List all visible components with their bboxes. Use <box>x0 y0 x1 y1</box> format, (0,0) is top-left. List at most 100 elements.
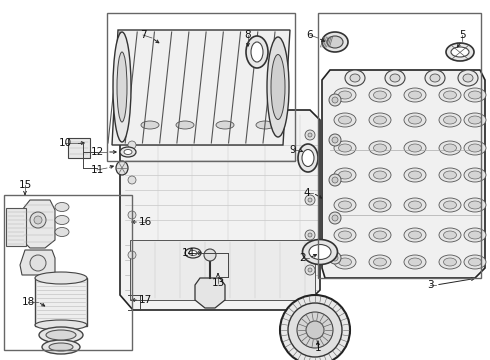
Ellipse shape <box>443 91 457 99</box>
Ellipse shape <box>464 228 486 242</box>
Ellipse shape <box>176 121 194 129</box>
Circle shape <box>288 303 342 357</box>
Ellipse shape <box>124 149 132 154</box>
Polygon shape <box>195 278 225 308</box>
Text: 4: 4 <box>304 188 310 198</box>
Ellipse shape <box>216 121 234 129</box>
Ellipse shape <box>373 231 387 239</box>
Circle shape <box>308 198 312 202</box>
Ellipse shape <box>409 231 421 239</box>
Circle shape <box>204 249 216 261</box>
Ellipse shape <box>35 272 87 284</box>
Ellipse shape <box>42 340 80 354</box>
Ellipse shape <box>339 171 351 179</box>
Polygon shape <box>22 200 55 248</box>
Circle shape <box>332 137 338 143</box>
Ellipse shape <box>443 116 457 124</box>
Ellipse shape <box>369 168 391 182</box>
Ellipse shape <box>369 255 391 269</box>
Ellipse shape <box>271 54 285 120</box>
Ellipse shape <box>468 201 482 209</box>
Text: 17: 17 <box>138 295 151 305</box>
Circle shape <box>306 321 324 339</box>
Ellipse shape <box>464 113 486 127</box>
Circle shape <box>305 130 315 140</box>
Ellipse shape <box>369 141 391 155</box>
Circle shape <box>308 233 312 237</box>
Ellipse shape <box>46 330 76 340</box>
Ellipse shape <box>404 113 426 127</box>
Ellipse shape <box>339 91 351 99</box>
Circle shape <box>308 268 312 272</box>
Ellipse shape <box>185 248 201 258</box>
Circle shape <box>128 141 136 149</box>
Ellipse shape <box>468 144 482 152</box>
Ellipse shape <box>55 228 69 237</box>
Circle shape <box>305 160 315 170</box>
Ellipse shape <box>339 258 351 266</box>
Ellipse shape <box>117 52 127 122</box>
Ellipse shape <box>439 88 461 102</box>
Ellipse shape <box>309 244 331 260</box>
Ellipse shape <box>55 216 69 225</box>
Ellipse shape <box>446 43 474 61</box>
Ellipse shape <box>458 70 478 86</box>
Circle shape <box>329 252 341 264</box>
Ellipse shape <box>49 343 73 351</box>
Ellipse shape <box>463 74 473 82</box>
Bar <box>68 138 90 158</box>
Ellipse shape <box>464 168 486 182</box>
Circle shape <box>128 251 136 259</box>
Bar <box>35 278 87 326</box>
Text: 10: 10 <box>58 138 72 148</box>
Ellipse shape <box>256 121 274 129</box>
Circle shape <box>297 312 333 348</box>
Bar <box>130 240 315 300</box>
Ellipse shape <box>350 74 360 82</box>
Ellipse shape <box>409 171 421 179</box>
Circle shape <box>30 255 46 271</box>
Circle shape <box>128 176 136 184</box>
Circle shape <box>30 212 46 228</box>
Ellipse shape <box>373 91 387 99</box>
Ellipse shape <box>334 228 356 242</box>
Text: 7: 7 <box>140 30 147 40</box>
Ellipse shape <box>464 88 486 102</box>
Ellipse shape <box>439 168 461 182</box>
Ellipse shape <box>409 258 421 266</box>
Ellipse shape <box>373 144 387 152</box>
Ellipse shape <box>451 47 469 57</box>
Text: 13: 13 <box>211 278 224 288</box>
Circle shape <box>34 216 42 224</box>
Ellipse shape <box>439 113 461 127</box>
Ellipse shape <box>439 228 461 242</box>
Ellipse shape <box>267 37 289 137</box>
Ellipse shape <box>464 255 486 269</box>
Polygon shape <box>112 30 290 145</box>
Circle shape <box>305 265 315 275</box>
Ellipse shape <box>404 141 426 155</box>
Ellipse shape <box>409 201 421 209</box>
Ellipse shape <box>246 36 268 68</box>
Text: 9: 9 <box>290 145 296 155</box>
Ellipse shape <box>39 327 83 343</box>
Ellipse shape <box>171 118 199 132</box>
Ellipse shape <box>35 320 87 330</box>
Text: 6: 6 <box>307 30 313 40</box>
Ellipse shape <box>334 198 356 212</box>
Ellipse shape <box>322 32 348 52</box>
Text: 1: 1 <box>315 343 321 353</box>
Ellipse shape <box>385 70 405 86</box>
Text: 11: 11 <box>90 165 103 175</box>
Bar <box>107 13 295 161</box>
Ellipse shape <box>443 231 457 239</box>
Ellipse shape <box>464 198 486 212</box>
Text: 15: 15 <box>19 180 32 190</box>
Ellipse shape <box>302 239 338 265</box>
Ellipse shape <box>468 171 482 179</box>
Ellipse shape <box>211 118 239 132</box>
Ellipse shape <box>373 116 387 124</box>
Bar <box>4 195 132 350</box>
Ellipse shape <box>116 161 128 175</box>
Text: 5: 5 <box>459 30 466 40</box>
